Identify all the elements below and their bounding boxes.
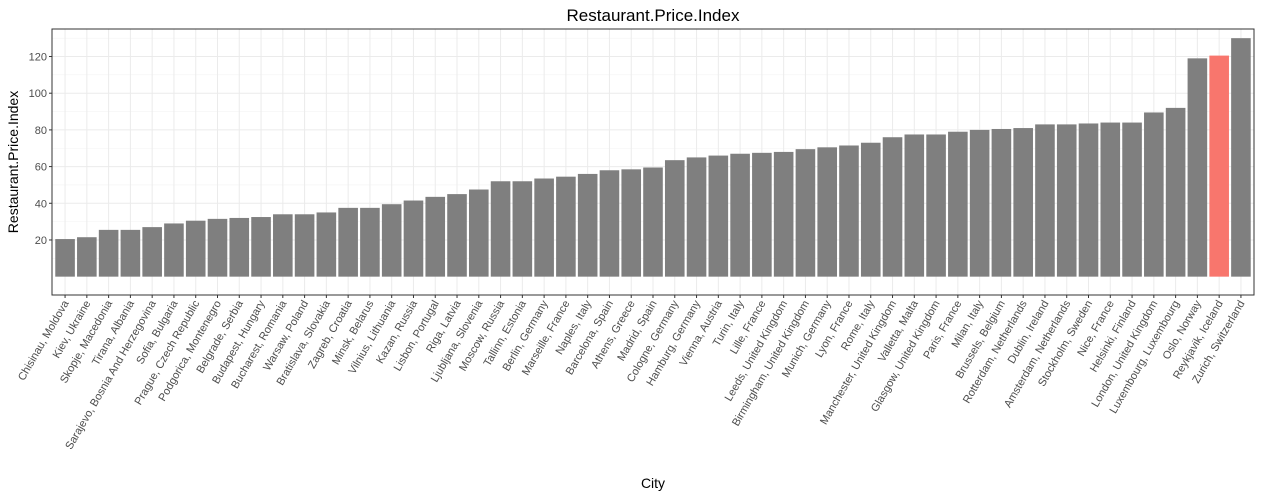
bar [142,227,162,277]
bar [425,196,446,277]
x-axis-title: City [641,475,665,491]
bar [882,137,903,277]
bar [904,134,925,277]
bar [1013,128,1033,277]
bar [621,169,642,277]
y-tick-label: 60 [35,162,47,174]
bar [991,128,1012,277]
bar [1100,122,1121,277]
bar [926,134,946,277]
y-tick-label: 20 [35,235,47,247]
bar [316,212,337,277]
bar [839,145,859,277]
y-axis: 20 40 60 80 100 120 [29,52,52,247]
bar [969,129,990,277]
bar [1144,112,1164,277]
bar [556,176,576,277]
bar [229,217,250,277]
bar [948,131,968,277]
bar [1209,55,1229,277]
bar [1056,124,1077,277]
bar [752,152,772,277]
bar [643,167,663,277]
bar [1122,122,1142,277]
bar [338,207,358,277]
bar [817,147,838,277]
y-tick-label: 100 [29,88,47,100]
chart-title: Restaurant.Price.Index [567,6,740,25]
bar [577,173,598,277]
bar [512,181,533,277]
bar [447,194,467,277]
bar [55,239,75,277]
y-tick-label: 80 [35,125,47,137]
bar [599,170,620,277]
bar [730,153,750,277]
bar [381,204,402,277]
bar [664,160,685,277]
bar [207,218,228,277]
bar [77,237,97,277]
bar [251,217,271,277]
y-tick-label: 40 [35,198,47,210]
bar [1078,123,1099,277]
bar [1231,38,1251,277]
bars [55,38,1251,277]
y-tick-label: 120 [29,52,47,64]
bar [1187,58,1208,277]
bar [164,223,184,277]
bar [860,142,881,277]
bar [490,181,511,277]
bar [294,214,315,277]
bar [1035,124,1055,277]
bar [120,229,141,277]
bar [795,149,816,277]
bar [773,151,794,277]
bar [360,207,380,277]
bar [708,155,729,277]
bar [534,178,554,277]
bar [185,220,206,277]
bar [273,214,293,277]
bar [468,189,489,277]
bar [1165,107,1186,277]
bar [98,229,119,277]
bar [686,157,707,277]
y-axis-title: Restaurant.Price.Index [5,91,21,233]
bar [403,200,424,277]
